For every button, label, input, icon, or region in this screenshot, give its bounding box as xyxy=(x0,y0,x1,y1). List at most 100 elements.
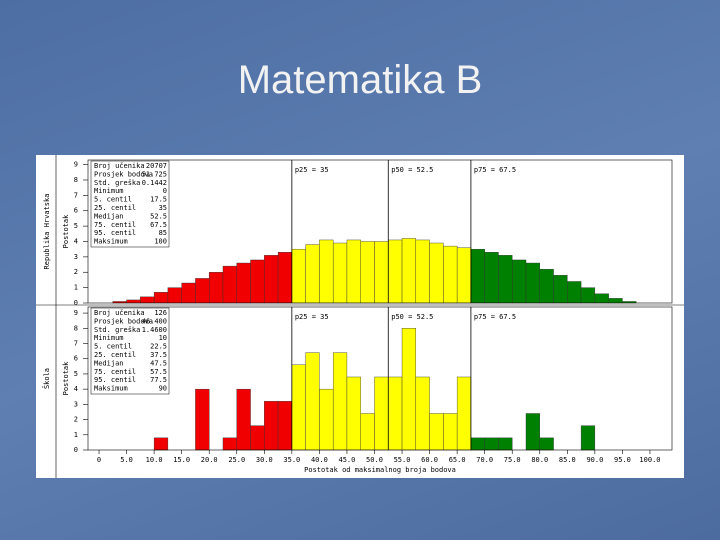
percentile-label: p50 = 52.5 xyxy=(391,166,433,174)
bar xyxy=(319,388,334,451)
y-tick-label: 9 xyxy=(74,161,78,169)
x-tick-label: 80.0 xyxy=(531,456,548,464)
bar xyxy=(443,413,458,451)
bar xyxy=(250,259,265,304)
bar xyxy=(305,244,320,304)
bar xyxy=(222,265,237,304)
bar xyxy=(195,278,210,304)
bar xyxy=(388,376,403,451)
bar xyxy=(360,241,375,304)
stats-label: Minimum xyxy=(94,187,124,195)
bar xyxy=(332,242,348,304)
x-tick-label: 40.0 xyxy=(311,456,328,464)
bar xyxy=(415,376,430,451)
stats-value: 126 xyxy=(154,309,167,317)
x-tick-label: 85.0 xyxy=(559,456,576,464)
stats-label: Prosjek bodova xyxy=(94,170,153,178)
stats-label: Medijan xyxy=(94,359,124,367)
bar xyxy=(594,293,609,304)
stats-label: 5. centil xyxy=(94,196,132,204)
bar xyxy=(498,437,513,451)
stats-label: Medijan xyxy=(94,212,124,220)
bar xyxy=(401,238,417,304)
y-tick-label: 1 xyxy=(74,431,78,439)
bar xyxy=(332,352,348,451)
bar xyxy=(539,437,554,451)
bar xyxy=(291,248,306,304)
stats-value: 57.5 xyxy=(150,368,167,376)
bar xyxy=(264,255,279,304)
bar xyxy=(305,352,320,451)
x-tick-label: 20.0 xyxy=(201,456,218,464)
stats-label: Std. greška xyxy=(94,326,140,334)
bar xyxy=(374,376,389,451)
stats-value: 90 xyxy=(159,385,167,393)
panel-label: Škola xyxy=(42,368,51,389)
stats-value: 20707 xyxy=(146,162,167,170)
bar xyxy=(264,401,279,451)
bar xyxy=(153,437,169,451)
bar xyxy=(415,239,430,304)
panel-frame xyxy=(87,159,673,304)
stats-label: Minimum xyxy=(94,334,124,342)
y-tick-label: 0 xyxy=(74,446,78,454)
x-tick-label: 50.0 xyxy=(366,456,383,464)
percentile-label: p75 = 67.5 xyxy=(474,313,516,321)
stats-value: 10 xyxy=(159,334,167,342)
y-tick-label: 5 xyxy=(74,370,78,378)
stats-label: Broj učenika xyxy=(94,162,145,170)
stats-label: 25. centil xyxy=(94,204,136,212)
bar xyxy=(277,252,293,304)
stats-value: 35 xyxy=(159,204,167,212)
bar xyxy=(608,298,623,304)
x-tick-label: 70.0 xyxy=(476,456,493,464)
bar xyxy=(346,376,361,451)
stats-value: 51.725 xyxy=(142,170,167,178)
x-tick-label: 75.0 xyxy=(504,456,521,464)
bar xyxy=(291,364,306,451)
percentile-label: p50 = 52.5 xyxy=(391,313,433,321)
stats-label: Std. greška xyxy=(94,179,140,187)
stats-label: 95. centil xyxy=(94,229,136,237)
y-tick-label: 0 xyxy=(74,299,78,307)
stats-value: 77.5 xyxy=(150,376,167,384)
bar xyxy=(470,248,485,304)
bar xyxy=(580,287,596,304)
bar xyxy=(236,388,251,451)
panel-label: Republika Hrvatska xyxy=(43,194,51,270)
x-tick-label: 55.0 xyxy=(394,456,411,464)
y-tick-label: 1 xyxy=(74,284,78,292)
bar xyxy=(195,388,210,451)
stats-label: Broj učenika xyxy=(94,309,145,317)
bar xyxy=(429,413,444,451)
bar xyxy=(456,247,472,304)
bar xyxy=(167,287,182,304)
bar xyxy=(553,275,568,304)
x-tick-label: 45.0 xyxy=(339,456,356,464)
stats-value: 0.1442 xyxy=(142,179,167,187)
x-tick-label: 90.0 xyxy=(586,456,603,464)
bar xyxy=(525,413,540,451)
slide-title: Matematika B xyxy=(237,58,483,102)
stats-box xyxy=(90,307,170,395)
y-tick-label: 7 xyxy=(74,191,78,199)
bar xyxy=(181,282,196,304)
bar xyxy=(567,281,582,304)
percentile-label: p75 = 67.5 xyxy=(474,166,516,174)
y-tick-label: 2 xyxy=(74,268,78,276)
stats-value: 37.5 xyxy=(150,351,167,359)
x-tick-label: 15.0 xyxy=(173,456,190,464)
bar xyxy=(277,401,293,451)
panel-frame xyxy=(87,306,673,451)
stats-value: 22.5 xyxy=(150,343,167,351)
bar xyxy=(525,262,540,304)
x-tick-label: 60.0 xyxy=(421,456,438,464)
stats-value: 17.5 xyxy=(150,196,167,204)
y-axis-title: Postotak xyxy=(62,361,70,396)
bar xyxy=(236,262,251,304)
x-tick-label: 25.0 xyxy=(228,456,245,464)
y-tick-label: 6 xyxy=(74,355,78,363)
x-tick-label: 95.0 xyxy=(614,456,631,464)
x-tick-label: 0 xyxy=(97,456,101,464)
